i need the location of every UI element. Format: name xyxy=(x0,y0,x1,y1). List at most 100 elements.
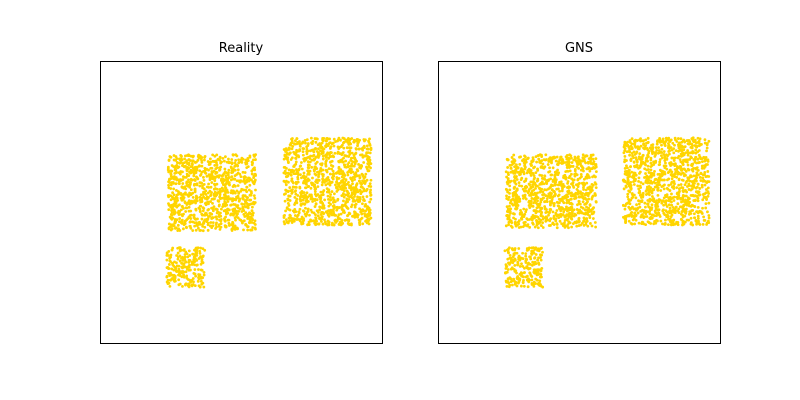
particle-point xyxy=(362,146,366,149)
particle-point xyxy=(358,188,361,192)
particle-point xyxy=(234,205,238,208)
particle-point xyxy=(625,166,629,170)
particle-point xyxy=(208,200,212,203)
particle-point xyxy=(246,176,250,180)
particle-point xyxy=(531,180,535,184)
particle-point xyxy=(300,167,304,171)
particle-point xyxy=(552,179,556,182)
particle-point xyxy=(623,218,627,222)
particle-point xyxy=(304,147,308,151)
particle-point xyxy=(512,187,516,190)
particle-point xyxy=(623,207,626,211)
particle-point xyxy=(294,185,298,189)
particle-point xyxy=(296,155,300,159)
particle-point xyxy=(166,271,170,275)
particle-point xyxy=(631,207,635,211)
particle-point xyxy=(520,251,524,255)
particle-point xyxy=(169,198,172,202)
particle-point xyxy=(223,170,227,174)
particle-point xyxy=(668,217,672,221)
particle-point xyxy=(519,176,523,180)
particle-point xyxy=(532,268,536,272)
particle-point xyxy=(297,148,301,151)
particle-point xyxy=(214,225,218,229)
particle-point xyxy=(547,159,551,163)
particle-point xyxy=(685,139,688,143)
particle-point xyxy=(307,213,311,217)
particle-point xyxy=(199,181,203,185)
particle-point xyxy=(533,183,537,187)
particle-point xyxy=(243,175,247,179)
particle-point xyxy=(342,195,346,199)
particle-point xyxy=(176,190,180,193)
particle-point xyxy=(592,160,595,163)
particle-point xyxy=(369,178,372,182)
particle-point xyxy=(194,199,198,203)
particle-point xyxy=(351,186,355,190)
particle-point xyxy=(533,277,537,281)
particle-point xyxy=(289,179,293,183)
particle-point xyxy=(349,156,353,160)
particle-point xyxy=(350,170,354,174)
particle-point xyxy=(529,194,532,197)
particle-point xyxy=(304,182,308,186)
particle-point xyxy=(186,174,190,178)
particle-point xyxy=(686,163,689,167)
particle-point xyxy=(187,205,191,209)
particle-point xyxy=(637,205,641,209)
particle-point xyxy=(627,184,631,188)
particle-point xyxy=(652,169,656,173)
particle-point xyxy=(368,143,372,147)
particle-point xyxy=(566,226,570,230)
particle-point xyxy=(229,178,233,182)
particle-point xyxy=(629,213,633,217)
particle-point xyxy=(505,166,509,169)
particle-point xyxy=(660,139,664,143)
particle-point xyxy=(538,209,542,212)
particle-point xyxy=(230,197,234,201)
particle-point xyxy=(319,220,323,223)
particle-point xyxy=(648,181,651,185)
particle-point xyxy=(644,157,648,161)
particle-point xyxy=(512,252,515,256)
particle-point xyxy=(562,221,566,225)
particle-point xyxy=(572,172,576,176)
particle-point xyxy=(699,143,703,146)
particle-point xyxy=(181,175,185,179)
particle-point xyxy=(250,221,253,224)
particle-point xyxy=(208,157,212,161)
particle-point xyxy=(593,175,597,179)
particle-point xyxy=(534,211,537,215)
particle-point xyxy=(251,211,255,215)
particle-point xyxy=(529,191,533,195)
particle-point xyxy=(512,180,516,184)
particle-point xyxy=(292,163,296,167)
particle-point xyxy=(182,262,185,266)
particle-point xyxy=(575,162,579,166)
particle-point xyxy=(301,217,305,220)
particle-point xyxy=(303,186,307,190)
particle-point xyxy=(322,147,325,151)
particle-point xyxy=(526,285,530,289)
particle-point xyxy=(689,221,693,225)
particle-point xyxy=(637,147,641,151)
particle-point xyxy=(673,163,677,166)
particle-point xyxy=(303,206,307,210)
particle-point xyxy=(654,201,658,205)
particle-point xyxy=(296,177,299,181)
particle-point xyxy=(169,267,173,271)
particle-point xyxy=(653,151,657,155)
particle-point xyxy=(637,152,641,155)
particle-point xyxy=(287,219,291,223)
particle-point xyxy=(243,211,247,215)
particle-point xyxy=(621,178,625,182)
particle-point xyxy=(530,278,533,282)
particle-point xyxy=(535,203,539,207)
particle-point xyxy=(658,158,662,161)
particle-point xyxy=(571,178,574,182)
particle-point xyxy=(656,183,660,187)
particle-point xyxy=(369,216,372,220)
particle-point xyxy=(519,167,523,170)
particle-point xyxy=(666,177,670,181)
particle-point xyxy=(218,155,222,159)
